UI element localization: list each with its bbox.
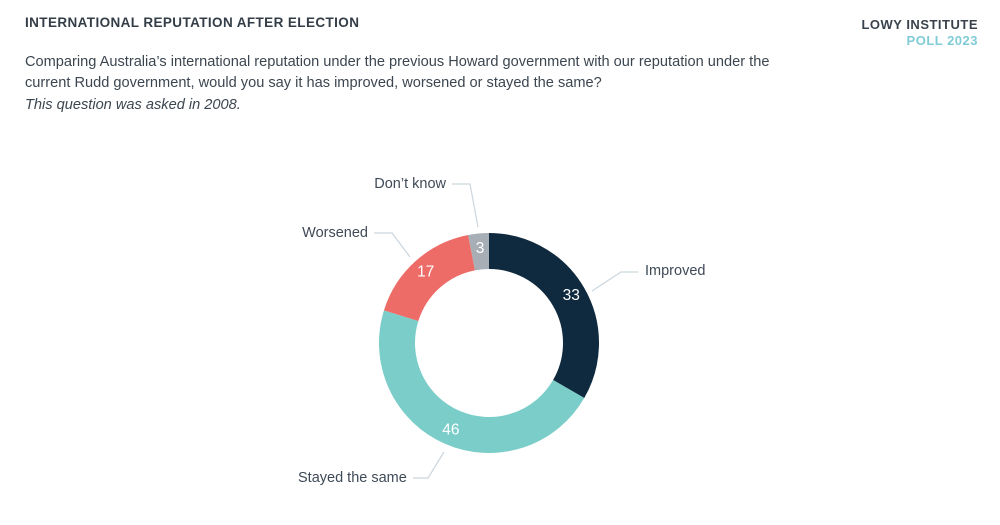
brand-name: LOWY INSTITUTE — [861, 17, 978, 32]
leader-line-improved — [591, 271, 638, 292]
category-label-dont-know: Don’t know — [374, 176, 446, 192]
donut-segment-stayed-the-same — [379, 310, 585, 453]
question-note: This question was asked in 2008. — [25, 97, 241, 113]
brand-edition: POLL 2023 — [906, 33, 978, 48]
value-label-worsened: 17 — [417, 264, 434, 281]
value-label-improved: 33 — [563, 287, 580, 304]
category-label-worsened: Worsened — [302, 225, 368, 241]
brand-logo: LOWY INSTITUTE POLL 2023 — [861, 17, 978, 49]
page-title: INTERNATIONAL REPUTATION AFTER ELECTION — [25, 15, 360, 30]
leader-line-stayed-the-same — [413, 451, 445, 479]
leader-line-worsened — [374, 232, 411, 258]
donut-segment-worsened — [383, 234, 476, 322]
value-label-don-t-know: 3 — [476, 240, 485, 257]
donut-segment-improved — [488, 233, 599, 398]
leader-line-don-t-know — [452, 183, 479, 228]
donut-segment-don-t-know — [468, 232, 490, 271]
category-label-stayed-the-same: Stayed the same — [298, 470, 407, 486]
value-label-stayed-the-same: 46 — [442, 422, 459, 439]
question-text: Comparing Australia’s international repu… — [25, 54, 770, 91]
category-label-improved: Improved — [645, 263, 706, 279]
